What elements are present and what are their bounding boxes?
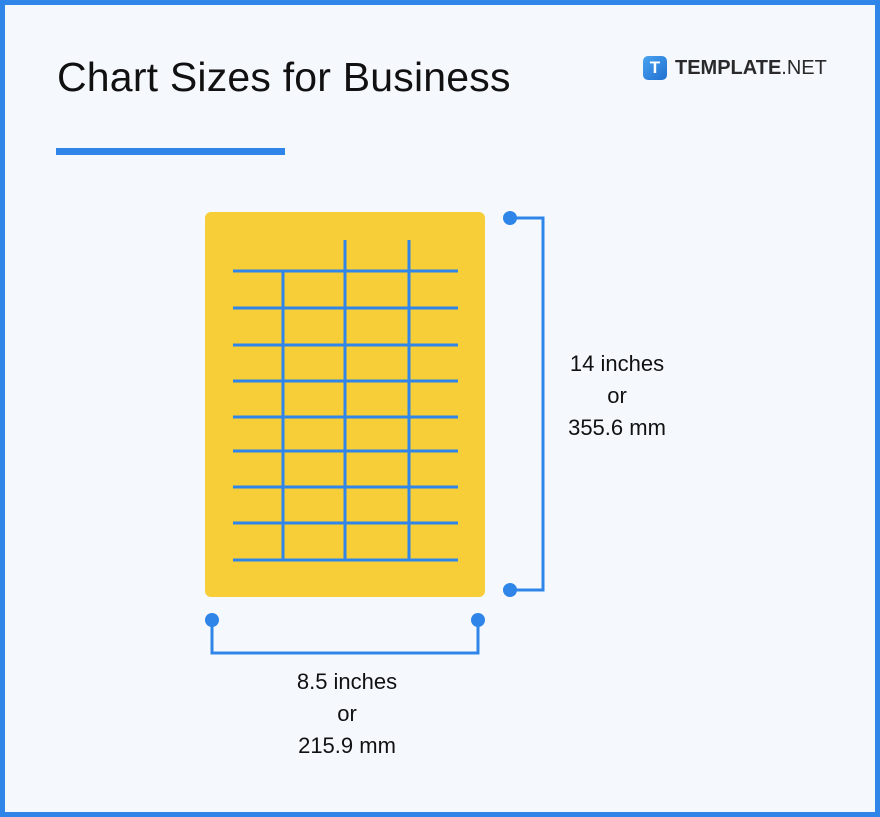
- height-bottom-dot: [503, 583, 517, 597]
- width-inches: 8.5 inches: [296, 669, 398, 694]
- logo-icon: T: [643, 56, 667, 80]
- height-or: or: [607, 383, 627, 408]
- width-label: 8.5 inches or 215.9 mm: [247, 666, 447, 762]
- brand-name: TEMPLATE: [675, 56, 782, 79]
- height-label: 14 inches or 355.6 mm: [517, 348, 717, 444]
- width-or: or: [337, 701, 357, 726]
- width-mm: 215.9 mm: [298, 733, 396, 758]
- height-top-dot: [503, 211, 517, 225]
- width-right-dot: [471, 613, 485, 627]
- title-underline: [56, 148, 285, 155]
- height-inches: 14 inches: [569, 351, 665, 376]
- height-mm: 355.6 mm: [568, 415, 666, 440]
- brand-suffix: .NET: [781, 56, 827, 79]
- page-title: Chart Sizes for Business: [57, 54, 511, 100]
- width-bracket: [210, 620, 480, 655]
- brand-logo: T TEMPLATE.NET: [643, 56, 827, 80]
- table-grid: [233, 240, 458, 562]
- width-left-dot: [205, 613, 219, 627]
- height-bracket: [510, 216, 545, 592]
